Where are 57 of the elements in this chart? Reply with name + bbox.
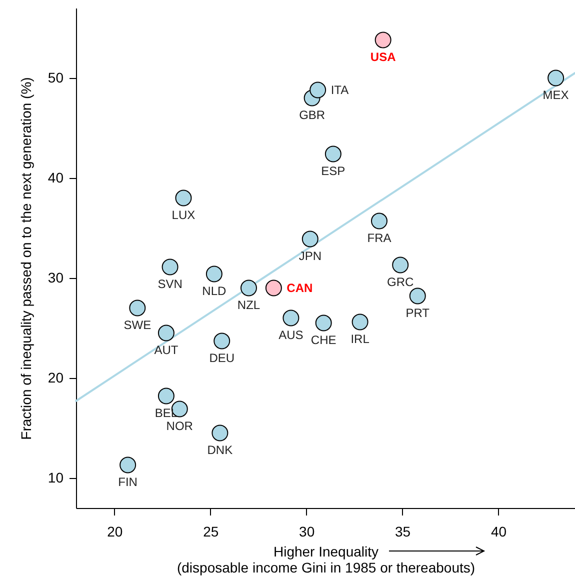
data-label: NOR (166, 419, 194, 433)
y-tick-label: 30 (48, 270, 64, 286)
y-tick-label: 40 (48, 170, 64, 186)
point (240, 280, 257, 296)
point (212, 424, 228, 442)
y-tick-label: 10 (48, 470, 64, 486)
data-label: GRC (387, 275, 414, 289)
data-label: IRL (350, 332, 370, 346)
y-tick-label: 50 (48, 70, 64, 86)
data-label: JPN (298, 249, 322, 263)
point (310, 82, 326, 98)
data-label: LUX (172, 208, 196, 222)
point (324, 146, 342, 162)
point (206, 266, 222, 282)
y-axis-title: Fraction of inequality passed on to the next generation (%) (18, 77, 34, 440)
point (175, 190, 192, 206)
data-label: FIN (118, 475, 138, 489)
point (392, 256, 409, 274)
data-label: ITA (330, 83, 349, 97)
point (374, 32, 392, 48)
data-label: CAN (286, 281, 313, 295)
point (162, 258, 178, 276)
data-label: PRT (406, 306, 430, 320)
data-label: AUS (278, 328, 304, 342)
data-label: SVN (158, 277, 182, 291)
data-label: SWE (124, 318, 152, 332)
y-tick-label: 20 (48, 370, 64, 386)
point (548, 70, 564, 86)
x-axis-title: Higher Inequality (disposable income Gini in 1985 or thereabouts) (176, 544, 476, 576)
point (282, 310, 300, 326)
data-label: NZL (237, 298, 260, 312)
data-label: FRA (367, 231, 392, 245)
x-tick-label: 25 (203, 524, 219, 540)
data-label: DNK (207, 443, 233, 457)
point (265, 280, 282, 296)
point (129, 300, 146, 316)
data-label: DEU (209, 351, 235, 365)
data-label: GBR (299, 108, 326, 122)
point (214, 332, 230, 350)
point (409, 288, 426, 304)
point (302, 230, 318, 248)
data-label: NLD (202, 284, 227, 298)
point (158, 388, 174, 404)
x-tick-label: 30 (299, 524, 315, 540)
data-label: MEX (542, 88, 569, 102)
point (315, 314, 332, 332)
data-label: ESP (321, 164, 346, 178)
data-label: AUT (154, 343, 179, 357)
point (352, 314, 368, 330)
data-label: CHE (310, 333, 336, 347)
x-tick-label: 20 (107, 524, 123, 540)
point (370, 212, 388, 230)
data-label: USA (370, 50, 396, 64)
x-tick-label: 40 (490, 524, 507, 540)
point (120, 456, 136, 474)
x-tick-label: 35 (394, 524, 411, 540)
point (158, 324, 174, 342)
